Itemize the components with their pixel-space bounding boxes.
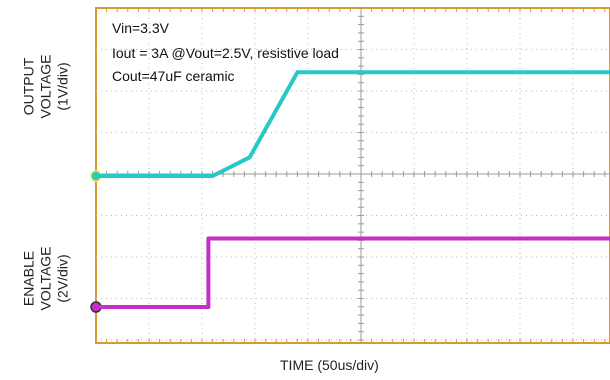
- output-voltage-axis-label: OUTPUT VOLTAGE (1V/div): [21, 12, 72, 162]
- annotation-cout: Cout=47uF ceramic: [112, 68, 235, 84]
- output-label-line-2: VOLTAGE: [37, 54, 54, 119]
- grid: [95, 7, 610, 343]
- trace-output: [96, 70, 610, 178]
- traces: [96, 70, 610, 309]
- annotation-vin: Vin=3.3V: [112, 20, 169, 36]
- x-axis-label: TIME (50us/div): [280, 357, 379, 373]
- enable-voltage-axis-label: ENABLE VOLTAGE (2V/div): [21, 204, 72, 354]
- enable-label-line-1: ENABLE: [20, 250, 37, 307]
- enable-label-line-2: VOLTAGE: [37, 246, 54, 311]
- trace-enable: [96, 236, 610, 309]
- annotation-iout: Iout = 3A @Vout=2.5V, resistive load: [112, 45, 339, 61]
- enable-label-line-3: (2V/div): [54, 254, 71, 303]
- output-label-line-3: (1V/div): [54, 62, 71, 111]
- output-label-line-1: OUTPUT: [20, 57, 37, 116]
